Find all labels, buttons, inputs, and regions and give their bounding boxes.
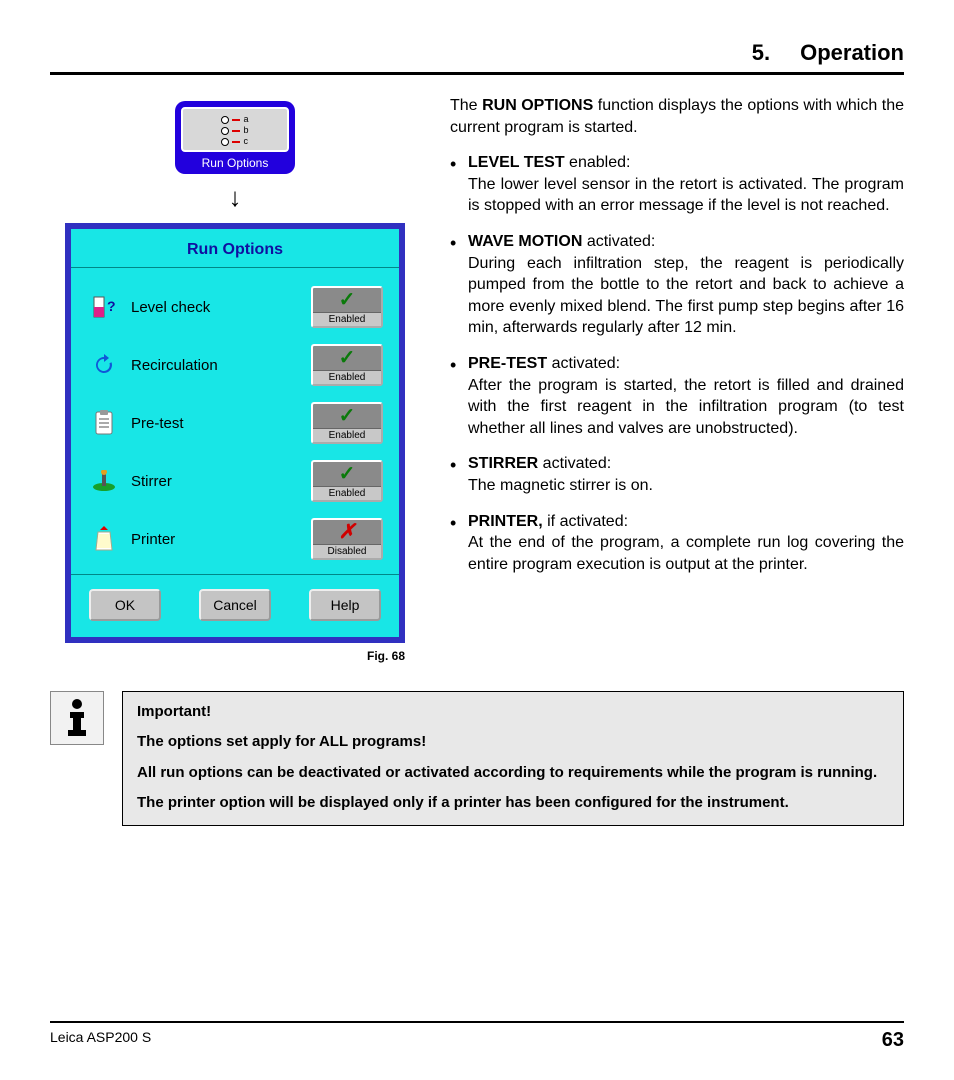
cancel-button[interactable]: Cancel [199, 589, 271, 621]
option-label: Pre-test [131, 415, 184, 432]
check-icon: ✓ [339, 463, 356, 485]
chapter-title: Operation [800, 40, 904, 66]
x-icon: ✗ [339, 521, 356, 543]
chapter-header: 5. Operation [50, 40, 904, 75]
svg-text:?: ? [107, 298, 116, 314]
toggle-button[interactable]: ✗Disabled [311, 518, 383, 560]
toggle-button[interactable]: ✓Enabled [311, 344, 383, 386]
chapter-number: 5. [752, 40, 770, 66]
options-description-list: LEVEL TEST enabled:The lower level senso… [450, 152, 904, 575]
option-row: Recirculation ✓Enabled [91, 336, 383, 394]
figure-caption: Fig. 68 [65, 649, 405, 663]
check-icon: ✓ [339, 289, 356, 311]
printer-icon [91, 526, 117, 552]
level-icon: ? [91, 294, 117, 320]
option-label: Recirculation [131, 357, 218, 374]
important-line1: The options set apply for ALL programs! [137, 732, 889, 752]
description-item: PRE-TEST activated:After the program is … [450, 353, 904, 439]
toggle-button[interactable]: ✓Enabled [311, 460, 383, 502]
recirc-icon [91, 352, 117, 378]
option-label: Level check [131, 299, 210, 316]
toggle-button[interactable]: ✓Enabled [311, 286, 383, 328]
run-options-dialog: Run Options ?Level check✓EnabledRecircul… [65, 223, 405, 643]
stirrer-icon [91, 468, 117, 494]
toggle-state-label: Disabled [313, 544, 381, 558]
toggle-button[interactable]: ✓Enabled [311, 402, 383, 444]
ok-button[interactable]: OK [89, 589, 161, 621]
footer: Leica ASP200 S 63 [50, 1021, 904, 1052]
description-item: WAVE MOTION activated:During each infilt… [450, 231, 904, 339]
help-button[interactable]: Help [309, 589, 381, 621]
dialog-title: Run Options [71, 229, 399, 268]
check-icon: ✓ [339, 405, 356, 427]
toggle-state-label: Enabled [313, 428, 381, 442]
important-box: Important! The options set apply for ALL… [122, 691, 904, 826]
option-label: Stirrer [131, 473, 172, 490]
important-title: Important! [137, 702, 889, 722]
toggle-state-label: Enabled [313, 370, 381, 384]
product-name: Leica ASP200 S [50, 1029, 151, 1052]
options-list-icon: a b c [181, 107, 289, 152]
option-row: Printer ✗Disabled [91, 510, 383, 568]
dialog-body: ?Level check✓EnabledRecirculation✓Enable… [71, 268, 399, 574]
toggle-state-label: Enabled [313, 486, 381, 500]
option-row: Pre-test ✓Enabled [91, 394, 383, 452]
arrow-down-icon: ↓ [229, 182, 242, 213]
important-line2: All run options can be deactivated or ac… [137, 763, 889, 783]
description-item: LEVEL TEST enabled:The lower level senso… [450, 152, 904, 217]
intro-paragraph: The RUN OPTIONS function displays the op… [450, 95, 904, 138]
option-label: Printer [131, 531, 175, 548]
option-row: Stirrer ✓Enabled [91, 452, 383, 510]
description-item: STIRRER activated:The magnetic stirrer i… [450, 453, 904, 496]
pretest-icon [91, 410, 117, 436]
toggle-state-label: Enabled [313, 312, 381, 326]
run-options-button[interactable]: a b c Run Options [175, 101, 295, 174]
page-number: 63 [882, 1029, 904, 1052]
option-row: ? Level check ✓Enabled [91, 278, 383, 336]
run-options-button-label: Run Options [202, 156, 269, 170]
description-item: PRINTER, if activated:At the end of the … [450, 511, 904, 576]
info-icon [50, 691, 104, 745]
check-icon: ✓ [339, 347, 356, 369]
important-line3: The printer option will be displayed onl… [137, 793, 889, 813]
